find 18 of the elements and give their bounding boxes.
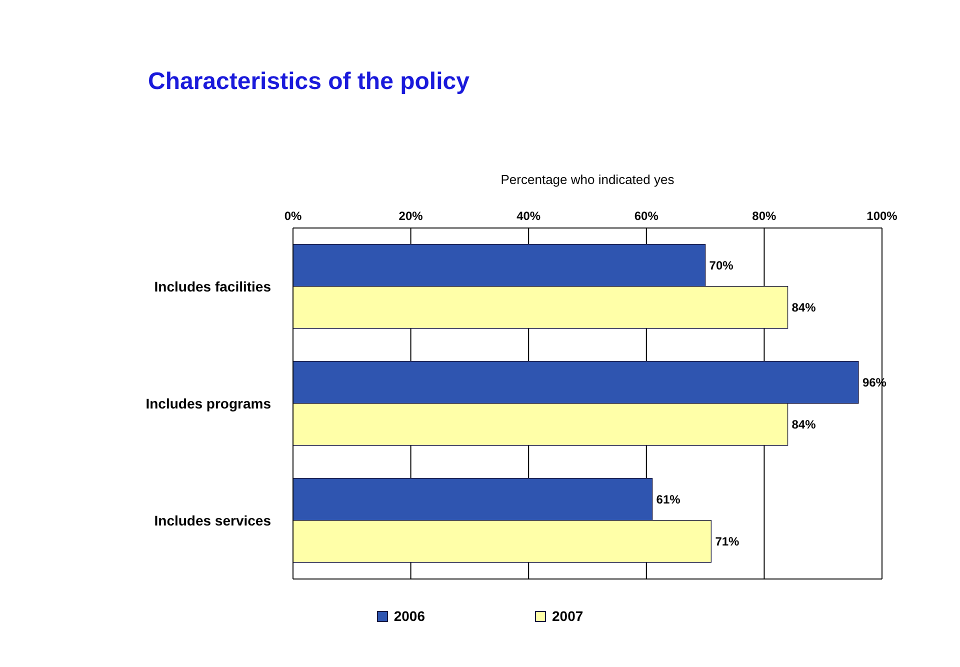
- data-label: 84%: [792, 300, 816, 314]
- data-label: 61%: [656, 492, 681, 506]
- data-label: 70%: [709, 258, 734, 272]
- y-tick-label: Includes services: [154, 512, 272, 528]
- x-tick-label: 20%: [398, 209, 424, 223]
- x-tick-label: 60%: [634, 209, 659, 223]
- y-tick-label: Includes facilities: [154, 278, 272, 294]
- x-tick-label: 80%: [752, 209, 777, 223]
- x-tick-label: 100%: [866, 209, 898, 223]
- data-label: 84%: [792, 417, 816, 432]
- x-tick-label: 0%: [284, 209, 302, 223]
- y-tick-label: Includes programs: [146, 395, 272, 412]
- legend-label: 2007: [552, 608, 584, 624]
- x-tick-label: 40%: [516, 209, 541, 223]
- x-axis-title: Percentage who indicated yes: [500, 172, 676, 187]
- chart-title: Characteristics of the policy: [148, 68, 470, 96]
- data-label: 71%: [715, 534, 740, 548]
- legend-label: 2006: [394, 608, 425, 624]
